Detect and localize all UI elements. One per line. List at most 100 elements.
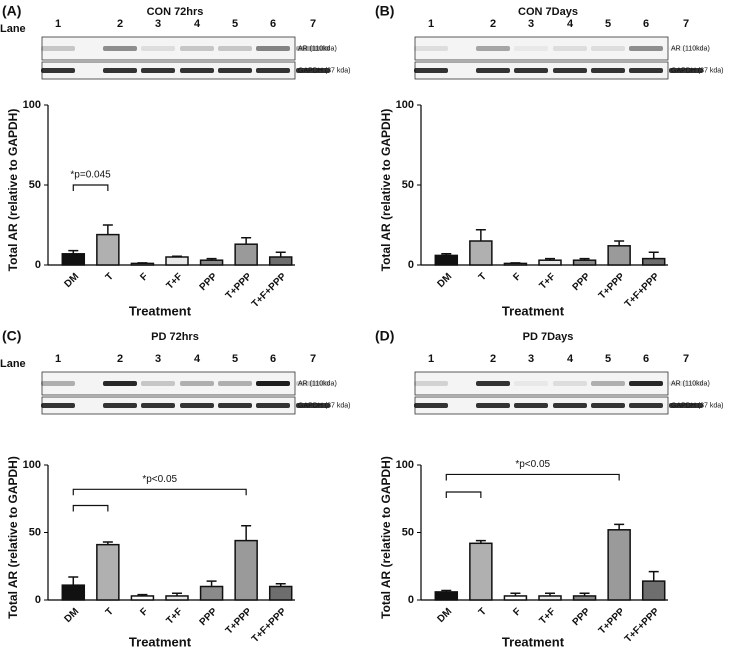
- error-bar: [475, 229, 486, 241]
- error-bar: [241, 525, 252, 541]
- blot-band: [629, 381, 663, 386]
- blot-band: [296, 403, 330, 408]
- error-bar: [172, 255, 182, 257]
- x-tick-label: T+PPP: [224, 606, 255, 637]
- blot-label: GAPDH (37 kda): [298, 67, 351, 74]
- error-bar: [102, 541, 113, 545]
- panel-label: (D): [375, 328, 394, 344]
- blot-band: [218, 46, 252, 51]
- panel: (B) CON 7Days 1 2 3 4 5 6 7 AR (110kda) GAPDH (37 …: [375, 3, 724, 319]
- blot-label: GAPDH (37 kda): [671, 67, 724, 74]
- significance-bracket: [445, 473, 620, 481]
- x-tick-label: PPP: [571, 271, 593, 293]
- bar: [96, 233, 120, 266]
- blot-band: [41, 403, 75, 408]
- significance-bracket: [72, 184, 109, 191]
- error-bar: [648, 251, 659, 259]
- x-tick-label: T: [477, 606, 489, 618]
- y-tick-label: 100: [23, 99, 41, 111]
- bar: [469, 240, 493, 266]
- blot-label: AR (110kda): [671, 380, 710, 387]
- x-tick-label: T+F+PPP: [250, 606, 289, 645]
- x-axis-label: Treatment: [502, 303, 565, 318]
- error-bar: [545, 257, 555, 261]
- error-bar: [614, 523, 625, 530]
- blot-band: [669, 46, 703, 51]
- blot-band: [218, 403, 252, 408]
- blot-band: [591, 381, 625, 386]
- x-tick-label: PPP: [198, 271, 220, 293]
- bar: [538, 595, 562, 601]
- error-bar: [206, 580, 217, 587]
- panel-label: (B): [375, 3, 394, 19]
- blot-box: [41, 36, 296, 61]
- blot-band: [141, 46, 175, 51]
- error-bar: [441, 253, 452, 256]
- error-bar: [275, 251, 286, 257]
- bar: [503, 595, 528, 601]
- y-tick-label: 0: [35, 259, 41, 271]
- y-tick-label: 100: [23, 459, 41, 471]
- x-tick-label: DM: [435, 271, 454, 290]
- x-tick-label: DM: [62, 271, 81, 290]
- lane-number: 3: [528, 18, 534, 30]
- lane-number: 3: [528, 353, 534, 365]
- bar: [607, 245, 631, 266]
- lane-number: 7: [683, 353, 689, 365]
- lane-number: 3: [155, 353, 161, 365]
- blot-band: [103, 68, 137, 73]
- bar: [641, 257, 666, 266]
- x-tick-label: T+F+PPP: [623, 271, 662, 310]
- lane-number: 7: [310, 353, 316, 365]
- y-tick-label: 50: [29, 179, 41, 191]
- y-tick-label: 50: [402, 526, 414, 538]
- blot-band: [103, 46, 137, 51]
- lane-number: 7: [683, 18, 689, 30]
- bar: [607, 529, 631, 601]
- error-bar: [275, 583, 286, 587]
- blot-band: [669, 403, 703, 408]
- blot-band: [414, 46, 448, 51]
- bar: [130, 595, 155, 601]
- blot-band: [669, 381, 703, 386]
- blot-band: [476, 403, 510, 408]
- bar: [538, 259, 562, 266]
- x-tick-label: T+F: [164, 606, 185, 627]
- lane-number: 2: [490, 353, 496, 365]
- blot-band: [141, 68, 175, 73]
- blot-band: [553, 68, 587, 73]
- panel-label: (C): [2, 328, 21, 344]
- blot-band: [180, 381, 214, 386]
- blot-label: GAPDH (37 kda): [298, 402, 351, 409]
- significance-bracket: [72, 504, 109, 512]
- blot-band: [218, 68, 252, 73]
- panel-title: CON 72hrs: [147, 6, 204, 18]
- x-tick-label: T+PPP: [597, 271, 628, 302]
- blot-band: [629, 46, 663, 51]
- blot-band: [414, 381, 448, 386]
- y-axis-label: Total AR (relative to GAPDH): [6, 109, 20, 272]
- bar: [434, 254, 459, 266]
- error-bar: [68, 249, 79, 254]
- blot-band: [41, 68, 75, 73]
- bar: [165, 595, 189, 601]
- blot-band: [514, 46, 548, 51]
- error-bar: [172, 592, 182, 596]
- blot-band: [103, 403, 137, 408]
- bar: [61, 253, 86, 266]
- lane-number: 6: [643, 18, 649, 30]
- blot-band: [414, 68, 448, 73]
- blot-band: [256, 68, 290, 73]
- lane-label: Lane: [0, 358, 26, 370]
- error-bar: [241, 237, 252, 245]
- lane-number: 4: [194, 353, 201, 365]
- lane-number: 7: [310, 18, 316, 30]
- error-bar: [614, 240, 625, 246]
- lane-number: 1: [55, 353, 61, 365]
- blot-label: AR (110kda): [298, 45, 337, 52]
- error-bar: [206, 257, 217, 261]
- y-axis-label: Total AR (relative to GAPDH): [379, 456, 393, 619]
- error-bar: [579, 592, 590, 596]
- blot-band: [414, 403, 448, 408]
- bar: [572, 595, 597, 601]
